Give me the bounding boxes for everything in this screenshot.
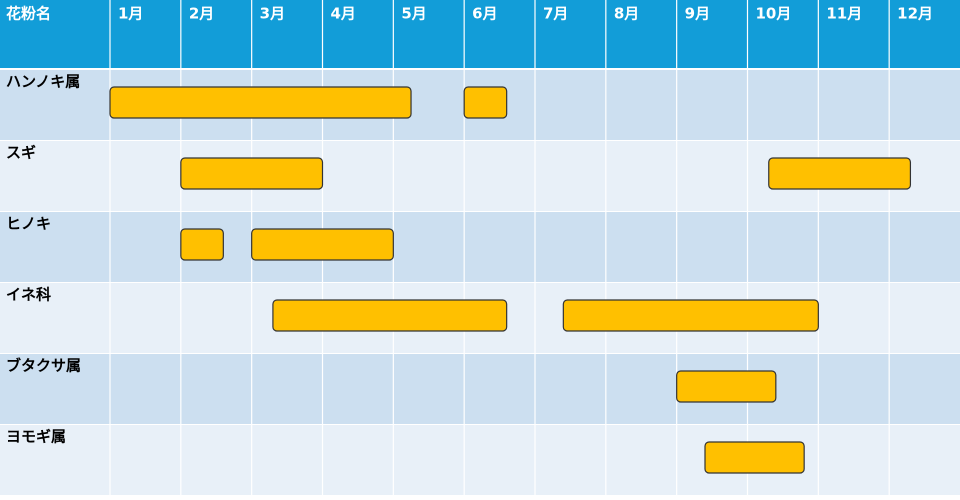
month-label: 7月 [543, 5, 568, 23]
pollen-name: イネ科 [6, 286, 51, 304]
pollen-name: ヒノキ [6, 215, 51, 233]
row-band [0, 354, 960, 424]
month-label: 3月 [260, 5, 285, 23]
season-bar [251, 228, 394, 261]
month-label: 9月 [685, 5, 710, 23]
month-label: 8月 [614, 5, 639, 23]
month-label: 11月 [826, 5, 862, 23]
season-bar [180, 228, 224, 261]
season-bar [676, 370, 777, 403]
month-label: 2月 [189, 5, 214, 23]
month-label: 12月 [897, 5, 933, 23]
pollen-name: ハンノキ属 [6, 73, 80, 91]
month-label: 5月 [401, 5, 426, 23]
row-band [0, 212, 960, 282]
season-bar [463, 86, 508, 119]
pollen-name: ヨモギ属 [6, 428, 66, 446]
season-bar [180, 157, 324, 190]
month-label: 10月 [756, 5, 792, 23]
header-label: 花粉名 [6, 5, 51, 23]
header-band [0, 0, 960, 68]
row-band [0, 425, 960, 495]
season-bar [768, 157, 912, 190]
season-bar [704, 441, 805, 474]
month-label: 6月 [472, 5, 497, 23]
season-bar [562, 299, 819, 332]
month-label: 1月 [118, 5, 143, 23]
season-bar [109, 86, 412, 119]
season-bar [272, 299, 508, 332]
month-label: 4月 [331, 5, 356, 23]
pollen-name: スギ [6, 144, 36, 162]
pollen-name: ブタクサ属 [6, 357, 81, 375]
